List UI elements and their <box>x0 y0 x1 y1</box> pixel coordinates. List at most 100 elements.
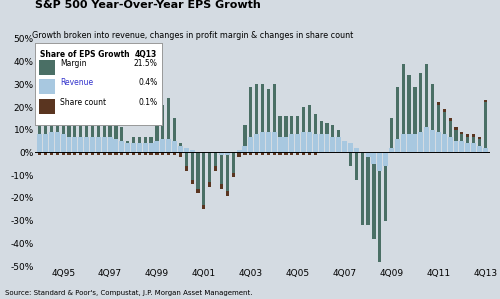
Bar <box>108 116 112 137</box>
Bar <box>85 114 88 137</box>
Bar <box>108 137 112 152</box>
Bar <box>301 132 306 152</box>
Bar <box>318 134 324 152</box>
Bar <box>342 141 347 152</box>
Bar <box>302 107 305 132</box>
Bar <box>238 152 240 157</box>
Bar <box>96 114 100 137</box>
Bar <box>372 152 376 164</box>
Bar <box>214 166 217 171</box>
Bar <box>472 134 475 137</box>
Bar <box>483 148 488 152</box>
Bar <box>226 155 229 191</box>
Bar <box>173 152 176 155</box>
Bar <box>378 171 382 262</box>
Bar <box>290 134 294 152</box>
Bar <box>91 114 94 137</box>
Bar <box>408 75 410 134</box>
Bar <box>437 105 440 132</box>
Bar <box>44 105 47 134</box>
Bar <box>313 134 318 152</box>
Bar <box>366 152 370 157</box>
Bar <box>454 127 458 130</box>
Bar <box>278 137 282 152</box>
Bar <box>472 137 475 144</box>
Bar <box>114 152 117 155</box>
Bar <box>126 141 130 144</box>
Bar <box>196 152 200 189</box>
Bar <box>337 130 340 137</box>
Bar <box>38 152 42 155</box>
Bar <box>284 137 288 152</box>
Bar <box>114 121 117 139</box>
Bar <box>478 137 481 139</box>
Bar <box>190 180 194 184</box>
Bar <box>160 139 166 152</box>
Bar <box>74 112 76 137</box>
Text: Source: Standard & Poor's, Compustat, J.P. Morgan Asset Management.: Source: Standard & Poor's, Compustat, J.… <box>5 290 252 296</box>
Bar <box>184 148 189 152</box>
Bar <box>419 73 422 132</box>
Bar <box>266 132 271 152</box>
Bar <box>383 152 388 166</box>
Bar <box>295 134 300 152</box>
Bar <box>290 152 294 155</box>
Bar <box>242 146 248 152</box>
Bar <box>50 152 53 155</box>
Bar <box>254 134 259 152</box>
Bar <box>219 152 224 155</box>
Bar <box>308 105 311 132</box>
Bar <box>314 114 317 134</box>
Bar <box>330 137 336 152</box>
Bar <box>68 152 70 155</box>
Bar <box>431 84 434 130</box>
Bar <box>154 141 160 152</box>
Bar <box>284 116 288 137</box>
Bar <box>220 155 223 184</box>
Bar <box>248 137 254 152</box>
Bar <box>85 152 88 155</box>
Bar <box>190 152 194 180</box>
Bar <box>261 152 264 155</box>
Bar <box>436 132 441 152</box>
Bar <box>460 141 464 152</box>
Bar <box>471 144 476 152</box>
Bar <box>244 125 246 146</box>
Bar <box>202 152 205 205</box>
Bar <box>184 166 188 171</box>
Bar <box>114 139 118 152</box>
Bar <box>232 173 235 178</box>
Bar <box>326 123 328 134</box>
Bar <box>178 146 183 152</box>
Bar <box>96 152 100 155</box>
Bar <box>442 112 446 134</box>
Bar <box>196 189 200 193</box>
Bar <box>465 144 470 152</box>
Bar <box>267 89 270 132</box>
Bar <box>96 137 101 152</box>
Bar <box>72 137 78 152</box>
Bar <box>38 114 42 134</box>
Bar <box>138 152 141 155</box>
Bar <box>172 141 177 152</box>
Bar <box>466 137 469 144</box>
Bar <box>79 112 82 137</box>
Bar <box>126 152 130 155</box>
Bar <box>125 144 130 152</box>
Bar <box>56 100 59 132</box>
Bar <box>167 152 170 155</box>
Bar <box>302 152 305 155</box>
Bar <box>400 134 406 152</box>
Bar <box>384 166 387 221</box>
Bar <box>272 132 276 152</box>
Bar <box>137 144 142 152</box>
Bar <box>37 134 42 152</box>
Bar <box>60 134 66 152</box>
Bar <box>460 134 464 141</box>
Bar <box>442 134 447 152</box>
Bar <box>448 137 452 152</box>
Bar <box>220 184 223 189</box>
Bar <box>132 152 135 155</box>
Bar <box>314 152 317 155</box>
Bar <box>214 152 217 166</box>
